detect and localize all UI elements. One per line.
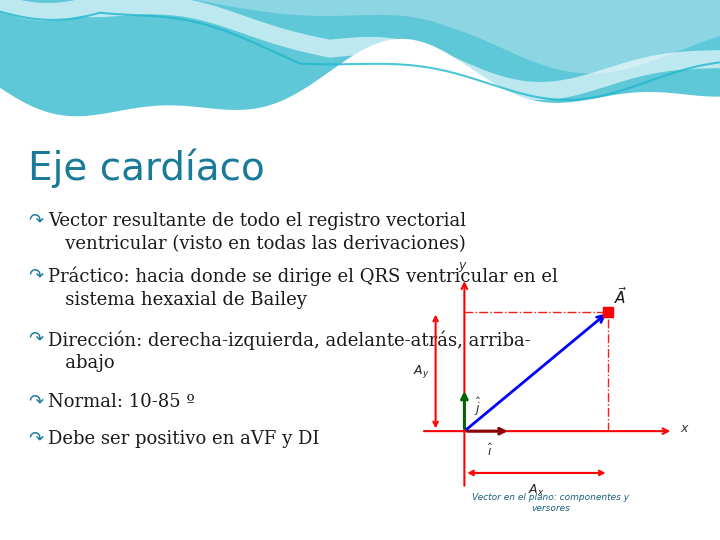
Text: Normal: 10-85 º: Normal: 10-85 º xyxy=(48,393,195,411)
Text: Vector en el plano: componentes y
versores: Vector en el plano: componentes y versor… xyxy=(472,493,629,512)
Text: $\hat{j}$: $\hat{j}$ xyxy=(474,396,482,419)
Polygon shape xyxy=(0,0,720,100)
Text: y: y xyxy=(458,259,465,272)
Text: Debe ser positivo en aVF y DI: Debe ser positivo en aVF y DI xyxy=(48,430,320,448)
Text: x: x xyxy=(680,422,688,435)
Text: ↷: ↷ xyxy=(28,330,43,348)
Text: ↷: ↷ xyxy=(28,430,43,448)
Text: ↷: ↷ xyxy=(28,393,43,411)
Polygon shape xyxy=(0,0,720,73)
Text: $\vec{A}$: $\vec{A}$ xyxy=(614,286,627,307)
Text: $A_x$: $A_x$ xyxy=(528,482,544,497)
Text: ↷: ↷ xyxy=(28,212,43,230)
Text: Eje cardíaco: Eje cardíaco xyxy=(28,148,265,187)
Text: $\hat{\imath}$: $\hat{\imath}$ xyxy=(487,443,493,459)
Text: $A_y$: $A_y$ xyxy=(413,363,430,380)
Polygon shape xyxy=(0,0,720,116)
Text: Vector resultante de todo el registro vectorial
   ventricular (visto en todas l: Vector resultante de todo el registro ve… xyxy=(48,212,466,253)
Text: ↷: ↷ xyxy=(28,267,43,285)
Text: Dirección: derecha-izquierda, adelante-atrás, arriba-
   abajo: Dirección: derecha-izquierda, adelante-a… xyxy=(48,330,531,373)
Text: Práctico: hacia donde se dirige el QRS ventricular en el
   sistema hexaxial de : Práctico: hacia donde se dirige el QRS v… xyxy=(48,267,558,309)
